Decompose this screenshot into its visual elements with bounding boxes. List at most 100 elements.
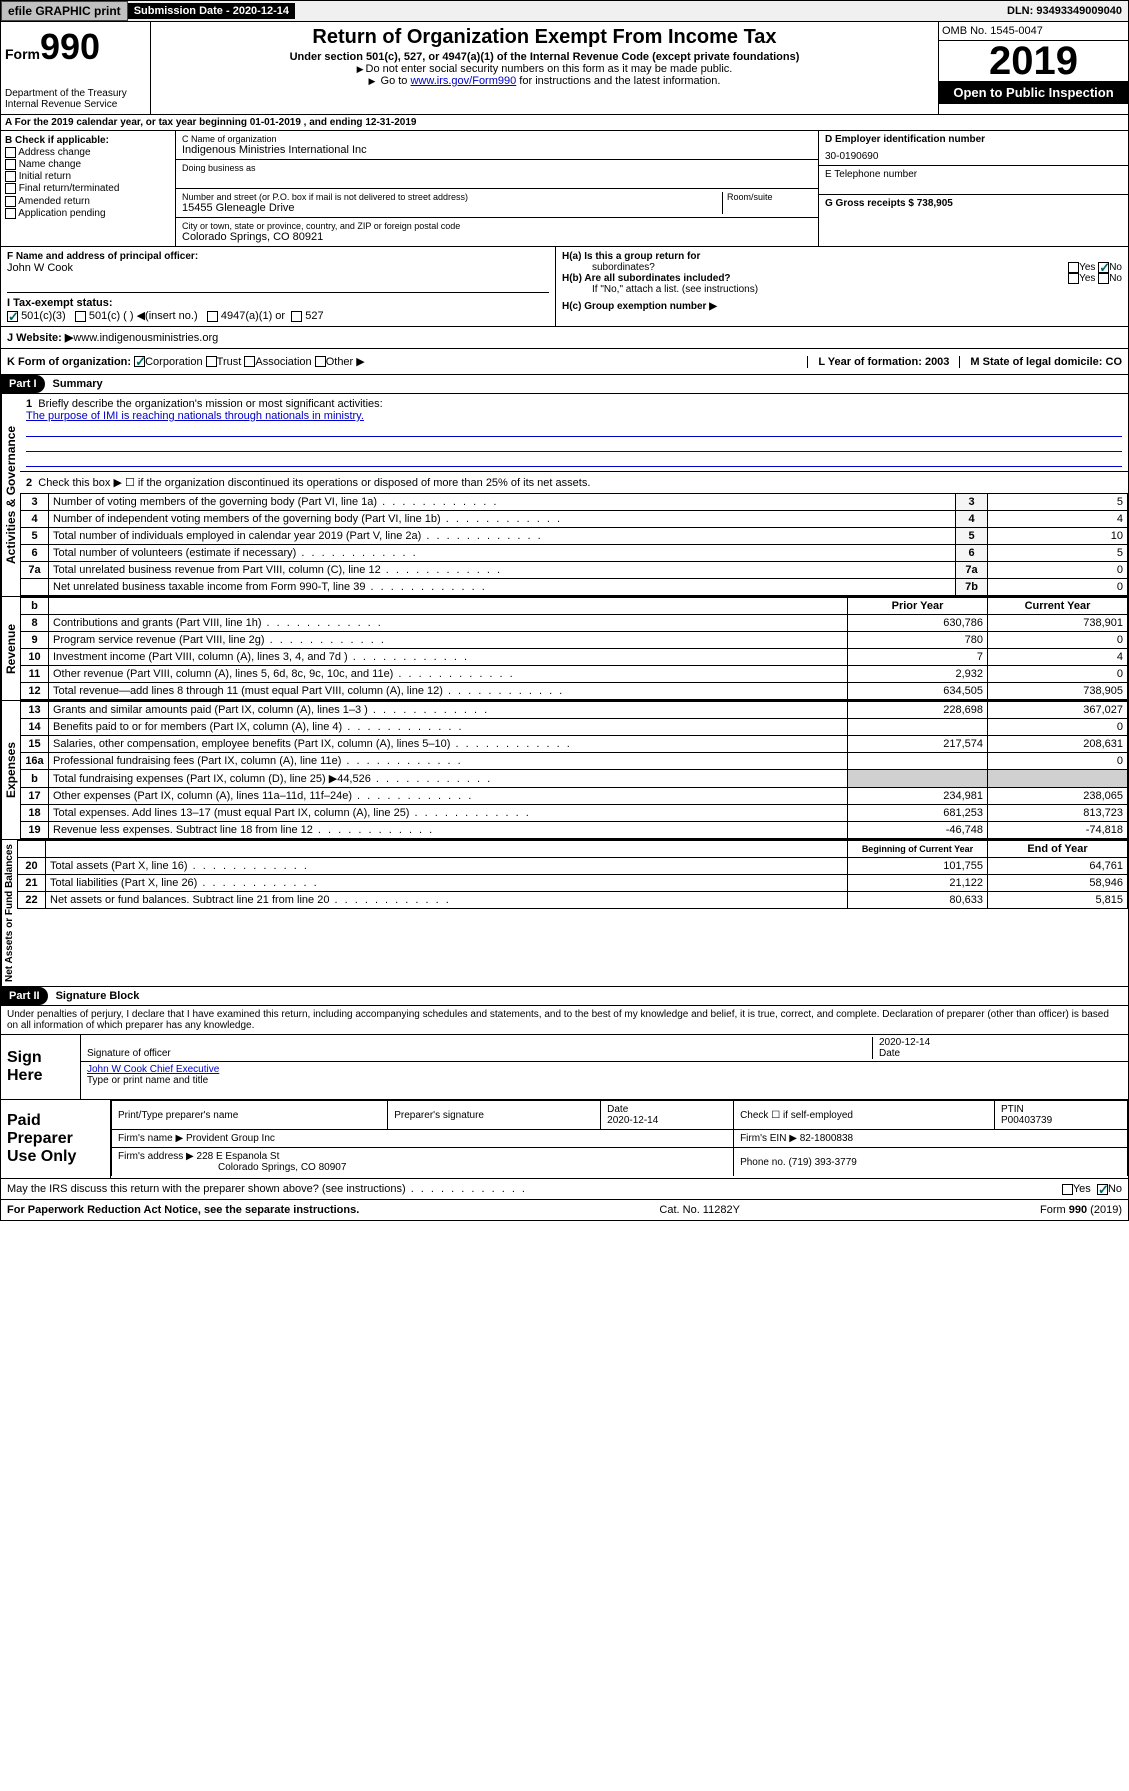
line-text: Total assets (Part X, line 16) [46, 858, 848, 875]
firm-phone: (719) 393-3779 [788, 1157, 856, 1168]
goto-pre: Go to [381, 75, 411, 87]
cb-initial-return[interactable]: Initial return [5, 171, 171, 182]
section-de: D Employer identification number 30-0190… [818, 131, 1128, 246]
cb-527[interactable] [291, 311, 302, 322]
end-value: 58,946 [988, 875, 1128, 892]
cb-other[interactable] [315, 356, 326, 367]
section-c: C Name of organization Indigenous Minist… [176, 131, 818, 246]
sig-name: John W Cook Chief Executive [87, 1064, 219, 1075]
current-value: -74,818 [988, 822, 1128, 839]
line-text: Total expenses. Add lines 13–17 (must eq… [49, 805, 848, 822]
line-num: 6 [21, 545, 49, 562]
cb-501c[interactable] [75, 311, 86, 322]
cb-name-change[interactable]: Name change [5, 159, 171, 170]
current-value: 208,631 [988, 736, 1128, 753]
current-value: 367,027 [988, 702, 1128, 719]
line-num: 13 [21, 702, 49, 719]
fh-row: F Name and address of principal officer:… [0, 247, 1129, 327]
opt-501c: 501(c) ( ) ◀(insert no.) [89, 310, 198, 322]
line-box: 7b [956, 579, 988, 596]
prior-value [848, 719, 988, 736]
line-box: 5 [956, 528, 988, 545]
form-label: Form [5, 46, 40, 62]
line-text: Total liabilities (Part X, line 26) [46, 875, 848, 892]
prior-value: 630,786 [848, 615, 988, 632]
line-value: 4 [988, 511, 1128, 528]
firm-ein-label: Firm's EIN ▶ [740, 1133, 797, 1144]
line-text: Net unrelated business taxable income fr… [49, 579, 956, 596]
ptin-hdr: PTIN [1001, 1104, 1024, 1115]
line-text: Net assets or fund balances. Subtract li… [46, 892, 848, 909]
begin-value: 21,122 [848, 875, 988, 892]
cb-assoc[interactable] [244, 356, 255, 367]
prior-value: 217,574 [848, 736, 988, 753]
line-text: Number of independent voting members of … [49, 511, 956, 528]
no-label-2: No [1109, 273, 1122, 284]
prior-value: 234,981 [848, 788, 988, 805]
yes-label: Yes [1079, 262, 1095, 273]
section-b: B Check if applicable: Address change Na… [1, 131, 176, 246]
section-a: A For the 2019 calendar year, or tax yea… [0, 115, 1129, 131]
no-label: No [1109, 262, 1122, 273]
prep-date: 2020-12-14 [607, 1115, 658, 1126]
cb-discuss-yes[interactable] [1062, 1184, 1073, 1195]
discuss-text: May the IRS discuss this return with the… [7, 1183, 527, 1195]
opt-corp: Corporation [145, 356, 202, 368]
goto-line: Go to www.irs.gov/Form990 for instructio… [155, 75, 934, 87]
cb-final-return[interactable]: Final return/terminated [5, 183, 171, 194]
current-value: 0 [988, 632, 1128, 649]
line-value: 5 [988, 494, 1128, 511]
ssn-warning: Do not enter social security numbers on … [155, 63, 934, 75]
current-value [988, 770, 1128, 788]
line-num: 16a [21, 753, 49, 770]
part2-header-row: Part II Signature Block [0, 987, 1129, 1006]
firm-ein: 82-1800838 [800, 1133, 853, 1144]
form-header: Form990 Department of the Treasury Inter… [0, 22, 1129, 115]
paid-preparer-label: Paid Preparer Use Only [1, 1100, 111, 1178]
cb-address-change[interactable]: Address change [5, 147, 171, 158]
vlabel-expenses: Expenses [1, 701, 20, 839]
section-klm: K Form of organization: Corporation Trus… [0, 349, 1129, 375]
cb-app-pending[interactable]: Application pending [5, 208, 171, 219]
current-value: 813,723 [988, 805, 1128, 822]
tax-exempt-label: I Tax-exempt status: [7, 297, 113, 309]
website-value[interactable]: www.indigenousministries.org [73, 332, 218, 344]
cb-ha-yes[interactable] [1068, 262, 1079, 273]
line-text: Benefits paid to or for members (Part IX… [49, 719, 848, 736]
section-h: H(a) Is this a group return for subordin… [556, 247, 1128, 326]
sig-date-label: Date [879, 1048, 900, 1059]
governance-block: Activities & Governance 1 Briefly descri… [0, 394, 1129, 597]
goto-link[interactable]: www.irs.gov/Form990 [410, 75, 516, 87]
pra-notice: For Paperwork Reduction Act Notice, see … [7, 1204, 359, 1216]
cb-amended[interactable]: Amended return [5, 196, 171, 207]
efile-button[interactable]: efile GRAPHIC print [1, 1, 128, 21]
cb-501c3[interactable] [7, 311, 18, 322]
city-state-zip: Colorado Springs, CO 80921 [182, 231, 812, 243]
cb-4947[interactable] [207, 311, 218, 322]
cb-corp[interactable] [134, 356, 145, 367]
opt-527: 527 [305, 310, 323, 322]
current-value: 0 [988, 719, 1128, 736]
dba-label: Doing business as [182, 163, 812, 173]
cb-discuss-no[interactable] [1097, 1184, 1108, 1195]
line-text: Salaries, other compensation, employee b… [49, 736, 848, 753]
section-b-title: B Check if applicable: [5, 135, 171, 146]
line-num: 18 [21, 805, 49, 822]
hdr-blank [49, 598, 848, 615]
perjury-statement: Under penalties of perjury, I declare th… [0, 1006, 1129, 1035]
cb-hb-yes[interactable] [1068, 273, 1079, 284]
prep-date-hdr: Date [607, 1104, 628, 1115]
form-ref: Form 990 (2019) [1040, 1204, 1122, 1216]
cb-ha-no[interactable] [1098, 262, 1109, 273]
line-num: 3 [21, 494, 49, 511]
line-text: Total revenue—add lines 8 through 11 (mu… [49, 683, 848, 700]
footer: For Paperwork Reduction Act Notice, see … [0, 1200, 1129, 1221]
netassets-block: Net Assets or Fund Balances Beginning of… [0, 840, 1129, 987]
cb-trust[interactable] [206, 356, 217, 367]
current-value: 238,065 [988, 788, 1128, 805]
line-text: Total fundraising expenses (Part IX, col… [49, 770, 848, 788]
line-text: Number of voting members of the governin… [49, 494, 956, 511]
line-num: 22 [18, 892, 46, 909]
expenses-block: Expenses 13 Grants and similar amounts p… [0, 701, 1129, 840]
officer-name: John W Cook [7, 262, 549, 274]
